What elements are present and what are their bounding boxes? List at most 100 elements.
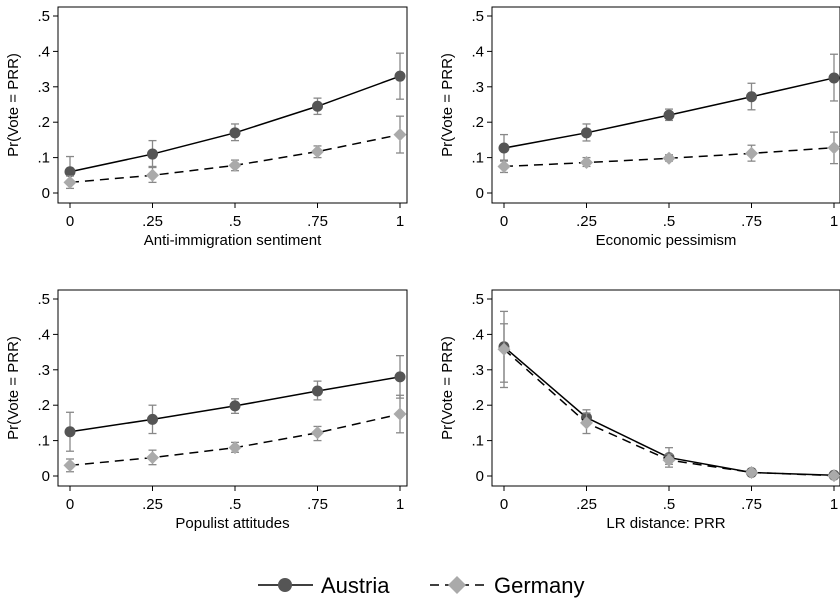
x-tick-label: 0 [500,496,508,513]
austria-point [147,148,158,160]
y-tick-label: .5 [37,8,50,25]
chart-panel-3: 0 .1 .2 .3 .4 .5 0 .25 .5 .75 1 Populist attitudes P… [5,289,408,532]
austria-point [498,142,510,154]
austria-point [64,166,76,178]
x-tick-label: .5 [229,213,242,230]
y-tick-label: .3 [37,362,50,379]
y-tick-label: 0 [42,468,50,485]
y-tick-label: .1 [37,150,50,167]
y-axis-title: Pr(Vote = PRR) [439,336,456,440]
germany-point [745,465,758,479]
austria-point [746,91,757,103]
x-tick-label: .75 [307,496,328,513]
germany-point [662,151,676,165]
x-tick-label: .75 [741,496,762,513]
austria-point [229,127,241,139]
y-tick-label: .5 [37,291,50,308]
germany-point [228,441,242,455]
austria-point [229,400,241,412]
x-axis-title: Anti-immigration sentiment [144,232,322,249]
y-tick-label: 0 [476,185,484,202]
y-tick-label: .4 [37,326,50,343]
plot-frame [57,289,408,487]
y-tick-label: .4 [37,43,50,60]
germany-point [228,158,242,172]
germany-point [63,175,77,189]
austria-point [394,371,406,383]
y-axis-title: Pr(Vote = PRR) [5,53,22,157]
x-tick-label: .25 [142,496,163,513]
y-tick-label: .4 [471,326,484,343]
y-axis-title: Pr(Vote = PRR) [439,53,456,157]
y-tick-label: .2 [37,397,50,414]
x-tick-label: 0 [66,213,74,230]
x-tick-label: .25 [576,213,597,230]
y-tick-label: 0 [42,185,50,202]
germany-point [63,458,77,472]
y-tick-label: .3 [37,79,50,96]
germany-line [69,133,401,184]
y-tick-label: 0 [476,468,484,485]
x-tick-label: 0 [66,496,74,513]
x-axis-title: LR distance: PRR [606,515,725,532]
legend-germany-marker [448,576,466,594]
germany-point [393,407,407,421]
x-tick-label: .75 [307,213,328,230]
chart-panel-2: 0 .1 .2 .3 .4 .5 0 .25 .5 .75 1 Economic pessimism P… [439,6,840,249]
x-tick-label: 1 [830,496,838,513]
germany-point [580,416,593,430]
legend-austria-marker [278,578,292,592]
germany-point [497,342,511,356]
x-tick-label: 1 [396,213,404,230]
plot-frame [491,6,840,204]
plot-frame [57,6,408,204]
x-tick-label: .5 [663,496,676,513]
austria-point [394,70,406,82]
y-axis-title: Pr(Vote = PRR) [5,336,22,440]
y-tick-label: .1 [471,150,484,167]
legend: Austria Germany [258,573,584,598]
x-tick-label: 1 [830,213,838,230]
germany-point [827,469,840,483]
y-tick-label: .2 [37,114,50,131]
austria-point [581,127,592,139]
germany-point [745,146,758,160]
germany-point [662,453,676,467]
x-tick-label: .25 [142,213,163,230]
x-tick-label: .5 [663,213,676,230]
x-axis-title: Populist attitudes [175,515,289,532]
austria-point [312,385,323,397]
germany-point [311,426,324,440]
germany-point [393,128,407,142]
y-tick-label: .1 [37,433,50,450]
germany-point [827,141,840,155]
y-tick-label: .2 [471,397,484,414]
legend-austria-label: Austria [321,573,390,598]
germany-point [146,168,159,182]
legend-germany-label: Germany [494,573,584,598]
austria-point [147,413,158,425]
chart-panel-1: 0 .1 .2 .3 .4 .5 0 .25 .5 .75 1 Anti-immigration se… [5,6,408,249]
x-tick-label: .5 [229,496,242,513]
x-tick-label: 0 [500,213,508,230]
y-tick-label: .4 [471,43,484,60]
y-tick-label: .3 [471,79,484,96]
x-tick-label: 1 [396,496,404,513]
x-tick-label: .75 [741,213,762,230]
y-tick-label: .2 [471,114,484,131]
germany-line [69,413,401,467]
y-tick-label: .3 [471,362,484,379]
austria-point [64,426,76,438]
y-tick-label: .1 [471,433,484,450]
y-tick-label: .5 [471,8,484,25]
germany-point [311,145,324,159]
germany-point [580,156,593,170]
austria-point [312,100,323,112]
austria-point [663,109,675,121]
chart-panel-4: 0 .1 .2 .3 .4 .5 0 .25 .5 .75 1 LR distance: PRR Pr(… [439,289,840,532]
germany-point [146,451,159,465]
germany-point [497,159,511,173]
plot-frame [491,289,840,487]
x-axis-title: Economic pessimism [596,232,737,249]
